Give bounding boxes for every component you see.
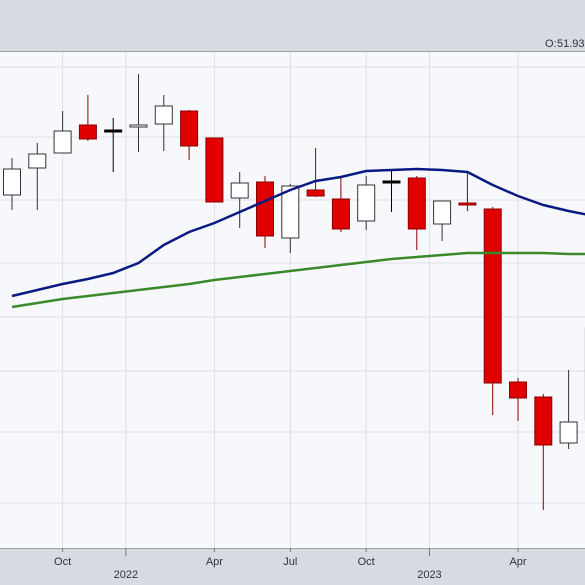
x-axis-band (0, 549, 585, 585)
candle-body (104, 129, 123, 133)
open-label: O: (545, 38, 557, 50)
x-tick-label: Apr (206, 556, 223, 568)
candle-body (534, 396, 553, 446)
candle-body (180, 110, 199, 147)
candle-body (357, 184, 376, 222)
candle-body (78, 124, 97, 140)
candle-body (154, 105, 173, 125)
candle-body (256, 181, 274, 237)
year-label: 2022 (114, 569, 138, 581)
candle-body (53, 130, 72, 154)
top-bar (0, 0, 585, 51)
candle-body (28, 153, 47, 169)
x-tick-label: Apr (509, 556, 526, 568)
moving-average-line (11, 167, 585, 298)
candle-body (458, 202, 477, 206)
candle-body (559, 421, 578, 444)
candle-body (306, 189, 325, 197)
open-value: 51.93 (557, 38, 585, 50)
candle-body (230, 182, 249, 199)
candle-body (331, 198, 350, 230)
candle-body (433, 200, 452, 225)
x-tick-label: Oct (54, 556, 71, 568)
year-label: 2023 (417, 569, 441, 581)
candle-body (281, 185, 300, 239)
x-tick-label: Oct (358, 556, 375, 568)
moving-average-line (11, 251, 585, 309)
candle-body (205, 137, 224, 203)
candle-body (407, 177, 426, 230)
candle-body (3, 168, 21, 196)
candle-body (483, 208, 502, 384)
x-tick-label: Jul (283, 556, 297, 568)
candle-body (509, 381, 527, 399)
candle-body (382, 180, 401, 184)
candle-body (129, 124, 148, 128)
